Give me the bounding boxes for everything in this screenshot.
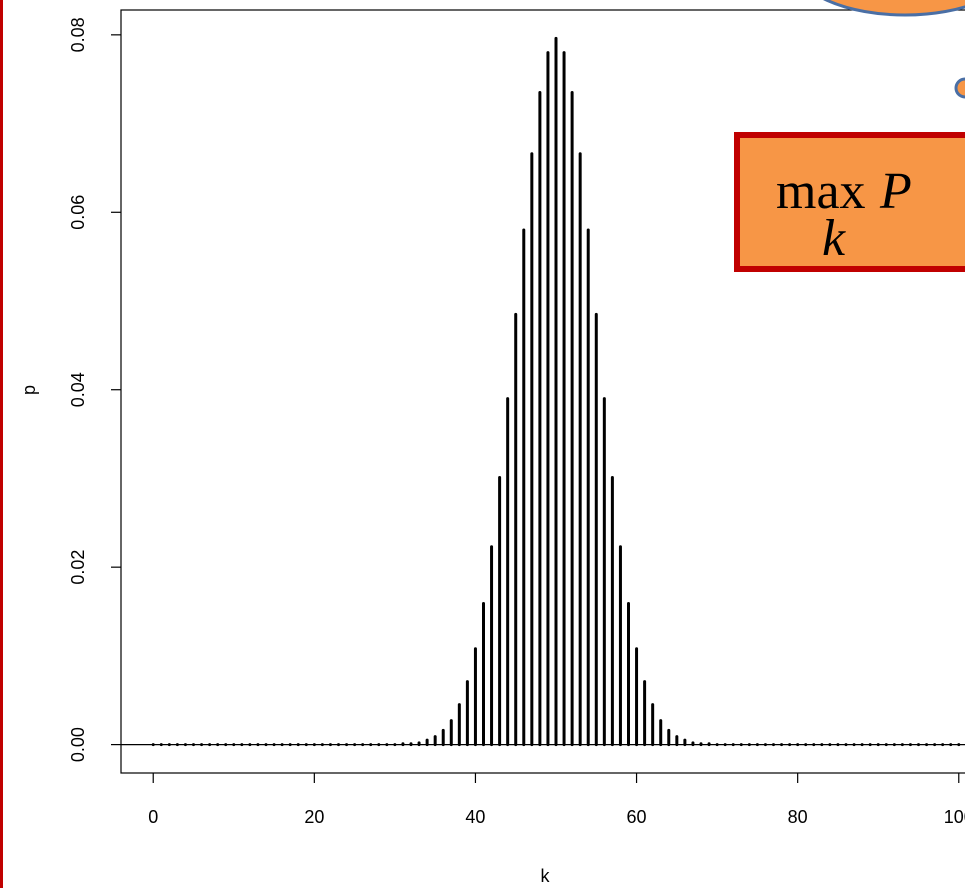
x-tick-label: 0 — [148, 807, 158, 827]
x-tick-label: 60 — [627, 807, 647, 827]
y-axis-label: p — [19, 385, 39, 395]
bubble — [823, 0, 965, 17]
y-tick-label: 0.02 — [68, 550, 88, 585]
x-tick-label: 80 — [788, 807, 808, 827]
bubble-dot — [954, 77, 965, 99]
y-tick-label: 0.04 — [68, 372, 88, 407]
annotation-subscript: k — [822, 210, 846, 267]
x-tick-label: 100 — [944, 807, 965, 827]
plot-box — [120, 9, 965, 774]
y-tick-label: 0.00 — [68, 727, 88, 762]
y-tick-label: 0.06 — [68, 195, 88, 230]
y-tick-label: 0.08 — [68, 17, 88, 52]
marks: 0 20 40 60 80 100 0.00 0.02 0.04 0.06 0.08 — [68, 17, 965, 827]
x-tick-label: 20 — [304, 807, 324, 827]
annotation-box — [734, 132, 965, 272]
annotation-operator: max — [776, 163, 866, 220]
x-axis-label: k — [541, 866, 551, 886]
annotation-variable: P — [879, 163, 912, 220]
x-tick-label: 40 — [465, 807, 485, 827]
